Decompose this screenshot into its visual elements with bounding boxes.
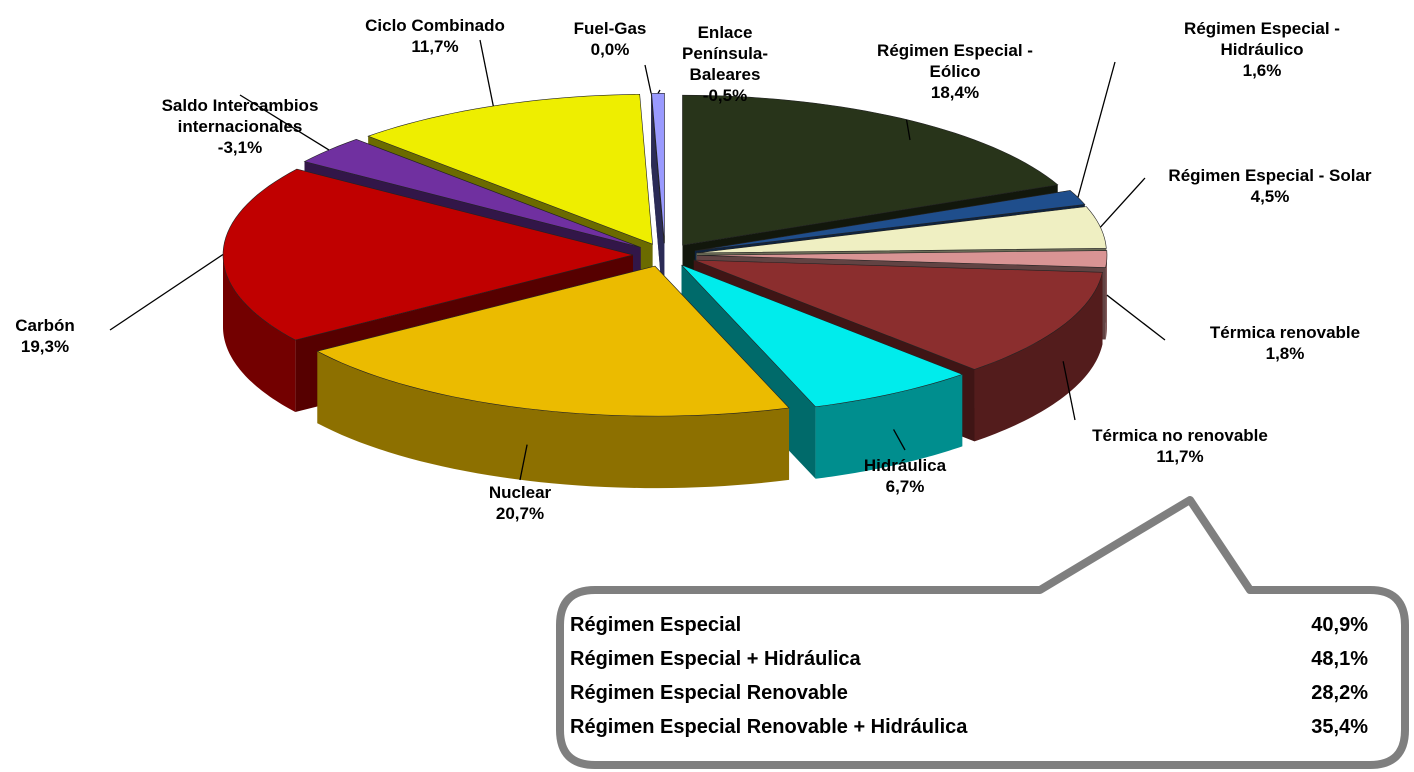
data-label: Carbón 19,3% xyxy=(0,315,90,357)
row-label: Régimen Especial Renovable xyxy=(570,682,848,704)
label-name: Térmica no renovable xyxy=(1092,426,1268,445)
leader-line xyxy=(1077,61,1116,198)
label-value: 11,7% xyxy=(1156,447,1204,466)
callout xyxy=(556,496,1409,769)
leader-line xyxy=(239,94,330,151)
label-name: Régimen Especial - Solar xyxy=(1168,166,1372,185)
label-value: 4,5% xyxy=(1250,187,1290,206)
row-label: Régimen Especial xyxy=(570,614,742,636)
summary-row: Régimen Especial Renovable 28,2% xyxy=(570,676,1368,710)
label-name: Saldo Intercambios internacionales xyxy=(161,96,319,136)
slice-top xyxy=(222,168,634,341)
leader-line xyxy=(893,429,906,451)
label-name: Carbón xyxy=(15,316,75,335)
leader-line xyxy=(1106,294,1166,341)
slice-top xyxy=(367,93,653,245)
data-label: Ciclo Combinado 11,7% xyxy=(325,15,545,57)
row-label: Régimen Especial + Hidráulica xyxy=(570,648,861,670)
label-value: 6,7% xyxy=(885,477,925,496)
data-label: Fuel-Gas 0,0% xyxy=(555,18,665,60)
label-value: 19,3% xyxy=(20,337,70,356)
leader-line xyxy=(109,253,224,331)
leader-line xyxy=(644,64,652,94)
slice xyxy=(316,265,790,489)
row-value: 40,9% xyxy=(1311,614,1368,636)
label-value: -0,5% xyxy=(702,86,748,105)
summary-table: Régimen Especial 40,9% Régimen Especial + … xyxy=(570,608,1368,744)
summary-row: Régimen Especial 40,9% xyxy=(570,608,1368,642)
summary-row: Régimen Especial Renovable + Hidráulica 3… xyxy=(570,710,1368,744)
data-label: Régimen Especial - Eólico 18,4% xyxy=(855,40,1055,103)
label-name: Enlace Península-Baleares xyxy=(682,23,768,84)
leaders xyxy=(109,39,1166,481)
label-name: Térmica renovable xyxy=(1209,323,1361,342)
label-value: 0,0% xyxy=(590,40,630,59)
slice-wall xyxy=(815,374,963,479)
label-value: 11,7% xyxy=(411,37,459,56)
leader-line xyxy=(519,444,528,481)
slice-top xyxy=(696,250,1108,268)
label-name: Régimen Especial - Eólico xyxy=(877,41,1033,81)
slice-wall xyxy=(1105,255,1107,340)
slice-top xyxy=(681,264,964,408)
label-value: 20,7% xyxy=(495,504,545,523)
label-name: Fuel-Gas xyxy=(573,19,647,38)
slice-top xyxy=(693,259,1103,370)
pie xyxy=(222,92,1108,489)
row-label: Régimen Especial Renovable + Hidráulica xyxy=(570,716,968,738)
row-value: 48,1% xyxy=(1311,648,1368,670)
slice-side xyxy=(651,93,664,316)
slice-top xyxy=(696,206,1107,254)
slice-top xyxy=(316,265,790,417)
slice xyxy=(650,93,665,316)
leader-line xyxy=(905,119,911,141)
data-label: Enlace Península-Baleares -0,5% xyxy=(670,22,780,106)
data-label: Saldo Intercambios internacionales -3,1% xyxy=(110,95,370,158)
label-value: 18,4% xyxy=(930,83,980,102)
label-value: 1,8% xyxy=(1265,344,1305,363)
leader-line xyxy=(1062,361,1076,421)
label-value: 1,6% xyxy=(1242,61,1282,80)
slice-wall xyxy=(223,254,296,413)
leader-line xyxy=(657,89,661,94)
slice-wall xyxy=(974,272,1103,442)
data-label: Térmica renovable 1,8% xyxy=(1155,322,1414,364)
data-label: Térmica no renovable 11,7% xyxy=(1040,425,1320,467)
label-name: Nuclear xyxy=(488,483,552,502)
data-label: Régimen Especial - Solar 4,5% xyxy=(1110,165,1414,207)
row-value: 35,4% xyxy=(1311,716,1368,738)
summary-row: Régimen Especial + Hidráulica 48,1% xyxy=(570,642,1368,676)
row-value: 28,2% xyxy=(1311,682,1368,704)
data-label: Hidráulica 6,7% xyxy=(825,455,985,497)
label-name: Ciclo Combinado xyxy=(365,16,505,35)
data-label: Régimen Especial - Hidráulico 1,6% xyxy=(1162,18,1362,81)
label-value: -3,1% xyxy=(217,138,263,157)
label-name: Régimen Especial - Hidráulico xyxy=(1184,19,1340,59)
leader-line xyxy=(479,39,494,107)
data-label: Nuclear 20,7% xyxy=(440,482,600,524)
leader-line xyxy=(1099,177,1146,228)
slice-wall xyxy=(317,351,790,489)
label-name: Hidráulica xyxy=(863,456,947,475)
